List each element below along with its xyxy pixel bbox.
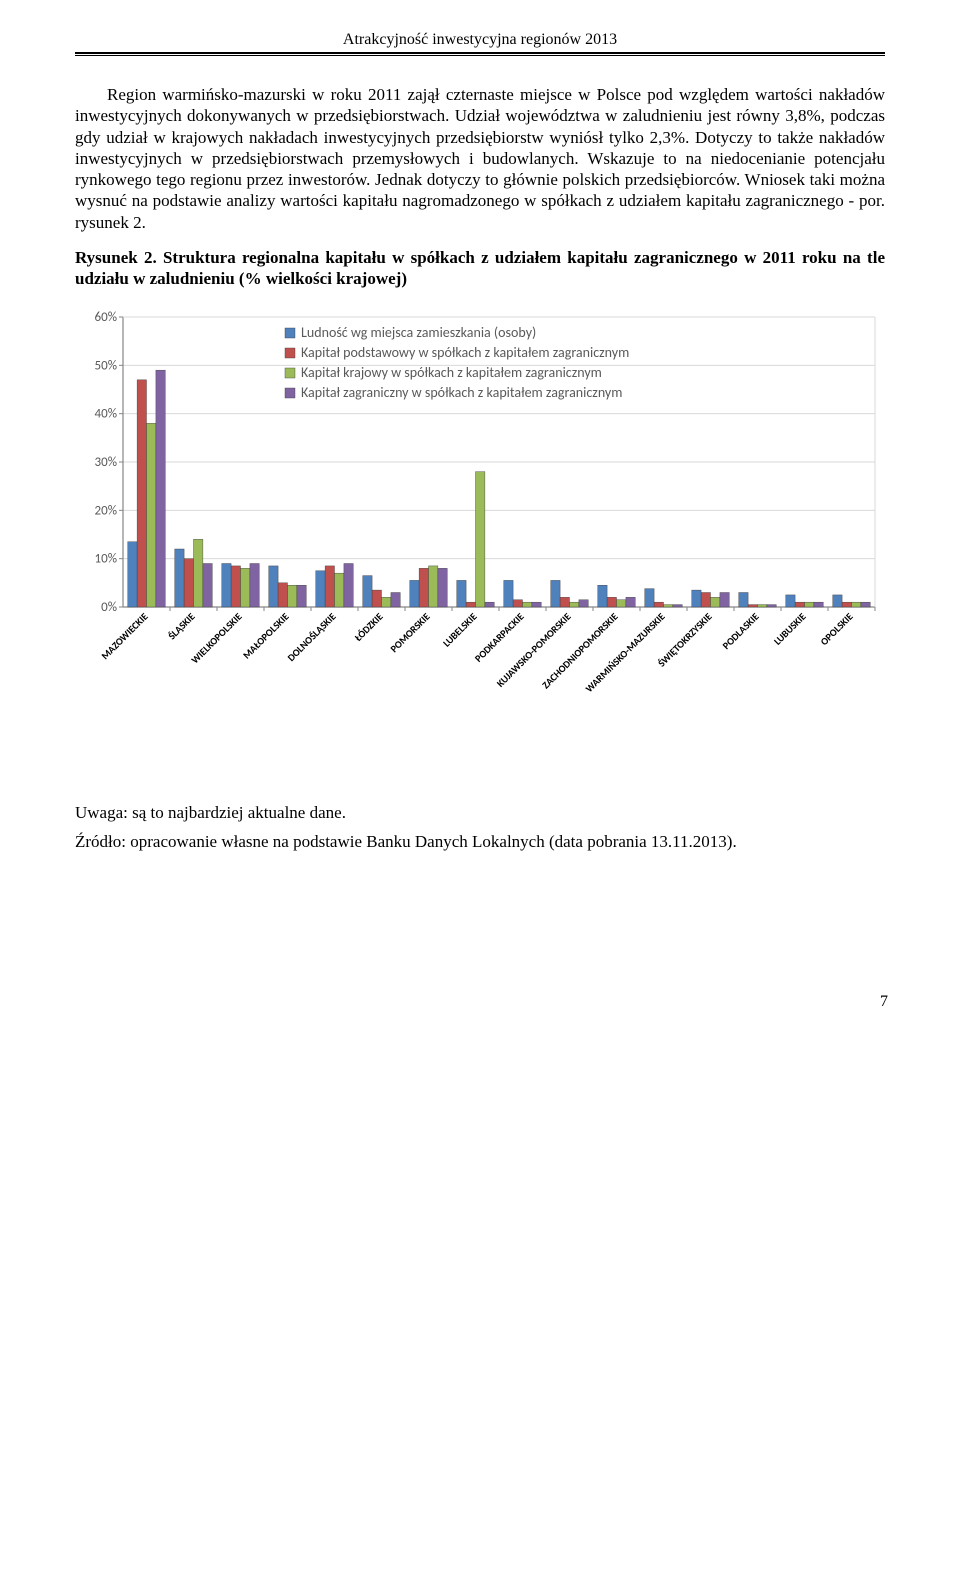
svg-text:ŚLĄSKIE: ŚLĄSKIE [165, 610, 197, 642]
svg-text:10%: 10% [95, 552, 117, 567]
chart-caption-bold: Rysunek 2. Struktura regionalna kapitału… [75, 248, 885, 288]
svg-text:Kapitał krajowy w spółkach z k: Kapitał krajowy w spółkach z kapitałem z… [301, 364, 602, 381]
svg-text:LUBUSKIE: LUBUSKIE [771, 610, 809, 648]
svg-text:MAŁOPOLSKIE: MAŁOPOLSKIE [240, 610, 292, 662]
svg-text:Kapitał podstawowy w spółkach: Kapitał podstawowy w spółkach z kapitałe… [301, 344, 629, 361]
svg-text:20%: 20% [95, 504, 117, 519]
svg-text:Ludność wg miejsca zamieszkani: Ludność wg miejsca zamieszkania (osoby) [301, 324, 536, 341]
page-header-title: Atrakcyjność inwestycyjna regionów 2013 [75, 30, 885, 50]
svg-text:50%: 50% [95, 359, 117, 374]
svg-text:PODLASKIE: PODLASKIE [720, 610, 762, 652]
svg-text:POMORSKIE: POMORSKIE [387, 610, 432, 655]
svg-text:WARMIŃSKO-MAZURSKIE: WARMIŃSKO-MAZURSKIE [583, 610, 668, 695]
svg-text:DOLNOŚLĄSKIE: DOLNOŚLĄSKIE [285, 610, 339, 664]
svg-text:Kapitał zagraniczny w spółkach: Kapitał zagraniczny w spółkach z kapitał… [301, 384, 622, 401]
svg-text:0%: 0% [101, 600, 117, 615]
regional-capital-chart: 0%10%20%30%40%50%60%MAZOWIECKIEŚLĄSKIEWI… [75, 307, 885, 777]
header-rule [75, 52, 885, 56]
paragraph-1: Region warmińsko-mazurski w roku 2011 za… [75, 84, 885, 233]
chart-note-1: Uwaga: są to najbardziej aktualne dane. [75, 802, 885, 823]
chart-note-2: Źródło: opracowanie własne na podstawie … [75, 831, 885, 852]
svg-text:ŁÓDZKIE: ŁÓDZKIE [352, 610, 386, 644]
page-number: 7 [880, 992, 888, 1012]
svg-text:30%: 30% [95, 455, 117, 470]
svg-text:60%: 60% [95, 310, 117, 325]
svg-text:OPOLSKIE: OPOLSKIE [818, 610, 856, 648]
chart-caption: Rysunek 2. Struktura regionalna kapitału… [75, 247, 885, 290]
svg-text:40%: 40% [95, 407, 117, 422]
svg-text:MAZOWIECKIE: MAZOWIECKIE [98, 610, 150, 662]
chart-container: 0%10%20%30%40%50%60%MAZOWIECKIEŚLĄSKIEWI… [75, 307, 885, 782]
svg-text:LUBELSKIE: LUBELSKIE [440, 610, 480, 650]
